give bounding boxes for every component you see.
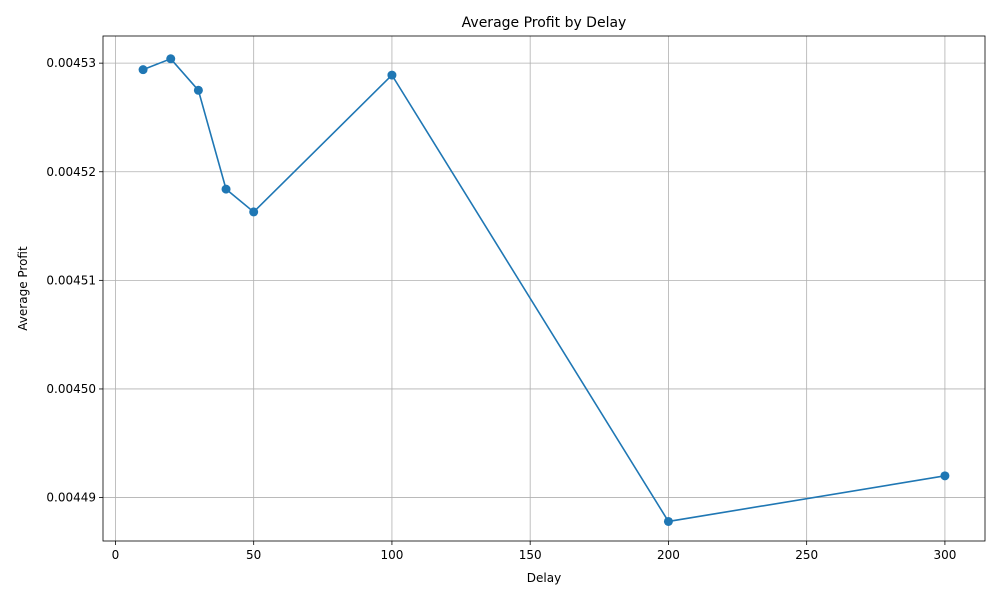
data-point: [166, 54, 176, 64]
x-tick-label: 0: [112, 548, 120, 562]
x-tick-label: 300: [933, 548, 956, 562]
y-tick-label: 0.00452: [46, 165, 96, 179]
y-tick-label: 0.00449: [46, 491, 96, 505]
x-axis-label: Delay: [527, 571, 561, 585]
x-tick-label: 200: [657, 548, 680, 562]
data-point: [138, 65, 148, 75]
x-tick-label: 50: [246, 548, 261, 562]
chart-title: Average Profit by Delay: [462, 15, 627, 31]
x-tick-label: 250: [795, 548, 818, 562]
y-tick-label: 0.00451: [46, 273, 96, 287]
x-axis: 0 50 100 150 200 250 300: [112, 541, 956, 562]
y-tick-label: 0.00450: [46, 382, 96, 396]
plot-frame: [102, 35, 986, 542]
x-tick-label: 100: [380, 548, 403, 562]
data-point: [663, 516, 673, 526]
data-point: [221, 184, 231, 194]
data-point: [193, 85, 203, 95]
series-line: [142, 57, 946, 523]
y-axis-label: Average Profit: [16, 246, 30, 331]
grid: [103, 36, 985, 541]
series-layer: [138, 54, 950, 526]
data-point: [940, 471, 950, 481]
data-point: [249, 207, 259, 217]
y-axis: 0.00449 0.00450 0.00451 0.00452 0.00453: [46, 56, 103, 505]
x-tick-label: 150: [519, 548, 542, 562]
data-point: [387, 70, 397, 80]
y-tick-label: 0.00453: [46, 56, 96, 70]
